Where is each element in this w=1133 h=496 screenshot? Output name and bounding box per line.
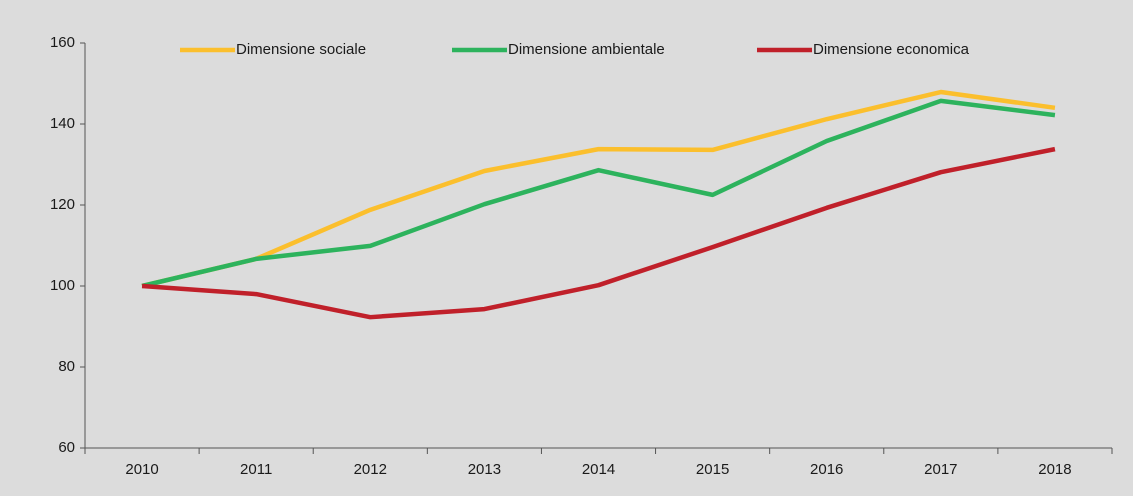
series-line bbox=[141, 146, 1056, 320]
x-tick-label: 2018 bbox=[1038, 461, 1071, 478]
y-tick-label: 160 bbox=[50, 34, 75, 51]
y-tick-label: 140 bbox=[50, 115, 75, 132]
legend-label: Dimensione sociale bbox=[236, 41, 366, 58]
legend-label: Dimensione economica bbox=[813, 41, 970, 58]
y-tick-label: 120 bbox=[50, 196, 75, 213]
series-line bbox=[141, 89, 1056, 289]
x-tick-label: 2013 bbox=[468, 461, 501, 478]
x-tick-label: 2010 bbox=[125, 461, 158, 478]
y-tick-label: 60 bbox=[58, 439, 75, 456]
x-tick-label: 2017 bbox=[924, 461, 957, 478]
x-tick-label: 2012 bbox=[354, 461, 387, 478]
x-tick-label: 2016 bbox=[810, 461, 843, 478]
series-line bbox=[141, 98, 1056, 289]
x-tick-label: 2014 bbox=[582, 461, 615, 478]
x-tick-label: 2011 bbox=[240, 461, 272, 478]
x-tick-label: 2015 bbox=[696, 461, 729, 478]
y-tick-label: 100 bbox=[50, 277, 75, 294]
legend-label: Dimensione ambientale bbox=[508, 41, 665, 58]
y-tick-label: 80 bbox=[58, 358, 75, 375]
